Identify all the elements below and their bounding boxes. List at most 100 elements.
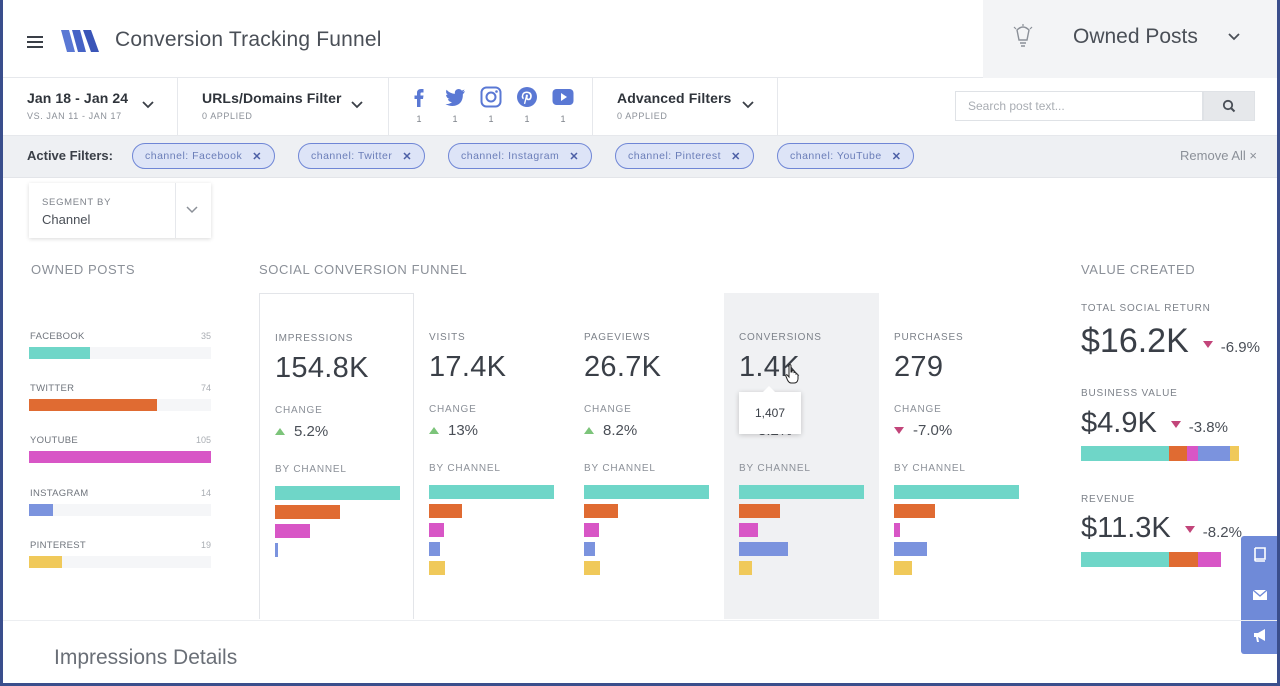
mail-icon[interactable]: [1252, 587, 1268, 603]
youtube-toggle[interactable]: 1: [551, 86, 575, 124]
urls-filter-label: URLs/Domains Filter: [202, 90, 342, 106]
filter-chip-youtube[interactable]: channel: YouTube ✕: [777, 143, 915, 169]
channel-name: INSTAGRAM: [30, 488, 89, 499]
metric-label: CONVERSIONS: [739, 332, 822, 343]
instagram-toggle[interactable]: 1: [479, 86, 503, 124]
channel-bar-facebook: [584, 485, 709, 499]
owned-bar-facebook: [29, 347, 90, 359]
metric-label: PAGEVIEWS: [584, 332, 651, 343]
metric-label: IMPRESSIONS: [275, 333, 354, 344]
bar-track: [29, 504, 211, 516]
page-title: Conversion Tracking Funnel: [115, 28, 382, 51]
change-value: -7.0%: [894, 422, 952, 439]
by-channel-label: BY CHANNEL: [739, 463, 811, 474]
stack-segment-pinterest: [1230, 446, 1239, 461]
funnel-column-impressions[interactable]: IMPRESSIONS 154.8K CHANGE 5.2% BY CHANNE…: [259, 293, 414, 619]
total-return-label: TOTAL SOCIAL RETURN: [1081, 303, 1211, 314]
funnel-column-conversions[interactable]: CONVERSIONS 1.4K CHANGE 8.2% BY CHANNEL: [724, 293, 879, 619]
close-icon[interactable]: ✕: [252, 150, 262, 163]
close-icon[interactable]: ✕: [891, 150, 902, 163]
funnel-column-visits[interactable]: VISITS 17.4K CHANGE 13% BY CHANNEL: [414, 293, 569, 619]
bar-track: [29, 399, 211, 411]
close-icon[interactable]: ✕: [731, 150, 741, 163]
advanced-filters-label: Advanced Filters: [617, 90, 732, 106]
instagram-count: 1: [488, 114, 494, 124]
facebook-count: 1: [416, 114, 422, 124]
owned-posts-heading: OWNED POSTS: [31, 262, 136, 277]
impressions-details-heading: Impressions Details: [54, 646, 238, 669]
change-percent: 13%: [448, 422, 479, 439]
channel-bar-youtube: [275, 524, 310, 538]
filter-chip-twitter[interactable]: channel: Twitter ✕: [298, 143, 426, 169]
channel-bar-youtube: [894, 523, 900, 537]
change-value: 5.2%: [275, 423, 328, 440]
change-label: CHANGE: [429, 404, 477, 415]
revenue: $11.3K -8.2%: [1081, 512, 1242, 545]
trend-down-icon: [894, 427, 904, 434]
trend-down-icon: [1202, 341, 1213, 348]
change-percent: -7.0%: [913, 422, 953, 439]
instagram-icon: [480, 86, 502, 108]
owned-posts-dropdown[interactable]: Owned Posts: [983, 0, 1277, 78]
close-icon[interactable]: ✕: [569, 150, 580, 163]
menu-icon[interactable]: [27, 36, 43, 48]
metric-value: 279: [894, 351, 944, 383]
date-range-label: Jan 18 - Jan 24: [27, 90, 129, 106]
date-range-filter[interactable]: Jan 18 - Jan 24 VS. JAN 11 - JAN 17: [3, 78, 178, 136]
channel-bar-pinterest: [739, 561, 752, 575]
funnel-column-pageviews[interactable]: PAGEVIEWS 26.7K CHANGE 8.2% BY CHANNEL: [569, 293, 724, 619]
stack-segment-twitter: [1169, 446, 1187, 461]
channel-bar-facebook: [275, 486, 400, 500]
total-return-value: $16.2K: [1081, 322, 1189, 360]
megaphone-icon[interactable]: [1252, 627, 1268, 643]
chip-label: channel: Twitter: [311, 150, 393, 162]
channel-bar-instagram: [894, 542, 927, 556]
channel-bar-instagram: [584, 542, 595, 556]
change-value: 8.2%: [584, 422, 637, 439]
channel-count: 19: [200, 540, 211, 550]
advanced-filters[interactable]: Advanced Filters 0 APPLIED: [593, 78, 778, 136]
change-label: CHANGE: [275, 405, 323, 416]
trend-up-icon: [275, 428, 285, 435]
revenue-label: REVENUE: [1081, 494, 1135, 505]
channel-name: TWITTER: [30, 383, 75, 394]
youtube-count: 1: [560, 114, 566, 124]
stack-segment-facebook: [1081, 446, 1169, 461]
brand-logo[interactable]: [59, 26, 101, 56]
close-icon[interactable]: ✕: [402, 150, 413, 163]
facebook-toggle[interactable]: 1: [407, 86, 431, 124]
lightbulb-icon: [1013, 24, 1033, 47]
filter-chip-facebook[interactable]: channel: Facebook ✕: [132, 143, 275, 169]
filter-chip-instagram[interactable]: channel: Instagram ✕: [448, 143, 593, 169]
channel-bar-pinterest: [429, 561, 445, 575]
change-value: 13%: [429, 422, 478, 439]
channel-name: PINTEREST: [30, 540, 87, 551]
trend-down-icon: [1170, 421, 1181, 428]
revenue-change: -8.2%: [1202, 524, 1242, 541]
funnel-column-purchases[interactable]: PURCHASES 279 CHANGE -7.0% BY CHANNEL: [879, 293, 1034, 619]
twitter-toggle[interactable]: 1: [443, 86, 467, 124]
trend-up-icon: [429, 427, 439, 434]
channel-bar-instagram: [429, 542, 440, 556]
search-input[interactable]: [956, 92, 1202, 120]
business-value-label: BUSINESS VALUE: [1081, 388, 1178, 399]
channel-bar-twitter: [584, 504, 618, 518]
channel-bar-twitter: [275, 505, 340, 519]
change-percent: 8.2%: [603, 422, 638, 439]
hand-cursor-icon: [785, 364, 799, 384]
urls-domains-filter[interactable]: URLs/Domains Filter 0 APPLIED: [178, 78, 389, 136]
business-value-stack-bar: [1081, 446, 1239, 461]
owned-bar-twitter: [29, 399, 158, 411]
funnel-heading: SOCIAL CONVERSION FUNNEL: [259, 262, 468, 277]
book-icon[interactable]: [1252, 546, 1268, 562]
remove-all-filters-link[interactable]: Remove All ×: [1180, 148, 1257, 163]
search-box: [955, 91, 1203, 121]
channel-bar-facebook: [429, 485, 554, 499]
business-value: $4.9K -3.8%: [1081, 407, 1228, 440]
channel-bar-twitter: [894, 504, 935, 518]
channel-count: 105: [195, 435, 211, 445]
segment-by-dropdown[interactable]: SEGMENT BY Channel: [29, 183, 211, 238]
pinterest-toggle[interactable]: 1: [515, 86, 539, 124]
search-button[interactable]: [1203, 91, 1255, 121]
filter-chip-pinterest[interactable]: channel: Pinterest ✕: [615, 143, 754, 169]
